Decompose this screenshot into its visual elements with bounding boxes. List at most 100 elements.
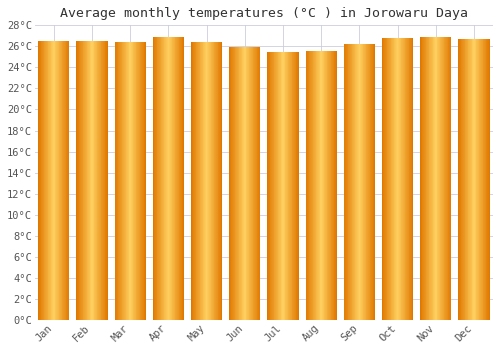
Bar bbox=[250, 47, 251, 320]
Bar bbox=[270, 51, 271, 320]
Bar bbox=[290, 51, 291, 320]
Bar bbox=[344, 44, 346, 320]
Bar bbox=[385, 38, 386, 320]
Bar bbox=[114, 42, 116, 320]
Bar bbox=[173, 37, 174, 320]
Bar bbox=[140, 42, 141, 320]
Bar bbox=[458, 39, 459, 320]
Bar bbox=[84, 41, 85, 320]
Bar bbox=[420, 37, 421, 320]
Bar bbox=[192, 42, 194, 320]
Bar bbox=[171, 37, 172, 320]
Bar bbox=[396, 38, 397, 320]
Bar bbox=[158, 37, 159, 320]
Bar bbox=[282, 51, 283, 320]
Bar bbox=[167, 37, 168, 320]
Bar bbox=[352, 44, 353, 320]
Bar bbox=[246, 47, 247, 320]
Bar bbox=[484, 39, 485, 320]
Bar bbox=[360, 44, 361, 320]
Bar bbox=[156, 37, 158, 320]
Bar bbox=[362, 44, 364, 320]
Bar bbox=[243, 47, 244, 320]
Bar bbox=[50, 41, 51, 320]
Bar bbox=[47, 41, 48, 320]
Bar bbox=[100, 41, 102, 320]
Bar bbox=[206, 42, 208, 320]
Bar bbox=[349, 44, 350, 320]
Bar bbox=[204, 42, 205, 320]
Bar bbox=[82, 41, 84, 320]
Bar bbox=[332, 50, 333, 320]
Bar bbox=[356, 44, 357, 320]
Bar bbox=[52, 41, 53, 320]
Bar bbox=[353, 44, 354, 320]
Bar bbox=[218, 42, 219, 320]
Bar bbox=[64, 41, 65, 320]
Bar bbox=[163, 37, 164, 320]
Bar bbox=[123, 42, 124, 320]
Bar bbox=[234, 47, 236, 320]
Bar bbox=[440, 37, 441, 320]
Bar bbox=[88, 41, 89, 320]
Bar bbox=[210, 42, 212, 320]
Bar bbox=[271, 51, 272, 320]
Bar bbox=[450, 37, 452, 320]
Bar bbox=[384, 38, 385, 320]
Bar bbox=[463, 39, 464, 320]
Bar bbox=[430, 37, 431, 320]
Bar bbox=[424, 37, 425, 320]
Bar bbox=[217, 42, 218, 320]
Bar bbox=[118, 42, 119, 320]
Bar bbox=[244, 47, 245, 320]
Bar bbox=[230, 47, 232, 320]
Bar bbox=[142, 42, 144, 320]
Bar bbox=[449, 37, 450, 320]
Bar bbox=[274, 51, 275, 320]
Bar bbox=[233, 47, 234, 320]
Bar bbox=[215, 42, 216, 320]
Bar bbox=[40, 41, 42, 320]
Bar bbox=[435, 37, 436, 320]
Bar bbox=[369, 44, 370, 320]
Bar bbox=[237, 47, 238, 320]
Bar bbox=[347, 44, 348, 320]
Bar bbox=[436, 37, 438, 320]
Bar bbox=[389, 38, 390, 320]
Bar bbox=[77, 41, 78, 320]
Bar bbox=[255, 47, 256, 320]
Bar bbox=[326, 50, 328, 320]
Bar bbox=[346, 44, 347, 320]
Bar bbox=[279, 51, 280, 320]
Bar bbox=[382, 38, 384, 320]
Bar bbox=[90, 41, 91, 320]
Bar bbox=[252, 47, 254, 320]
Bar bbox=[471, 39, 472, 320]
Bar bbox=[324, 50, 325, 320]
Bar bbox=[307, 50, 308, 320]
Bar bbox=[476, 39, 477, 320]
Bar bbox=[141, 42, 142, 320]
Bar bbox=[139, 42, 140, 320]
Bar bbox=[412, 38, 413, 320]
Bar bbox=[322, 50, 324, 320]
Bar bbox=[214, 42, 215, 320]
Bar bbox=[219, 42, 220, 320]
Bar bbox=[170, 37, 171, 320]
Bar bbox=[426, 37, 427, 320]
Bar bbox=[138, 42, 139, 320]
Bar bbox=[159, 37, 160, 320]
Bar bbox=[358, 44, 360, 320]
Bar bbox=[462, 39, 463, 320]
Bar bbox=[65, 41, 66, 320]
Bar bbox=[318, 50, 319, 320]
Bar bbox=[293, 51, 294, 320]
Bar bbox=[63, 41, 64, 320]
Bar bbox=[91, 41, 92, 320]
Bar bbox=[434, 37, 435, 320]
Bar bbox=[181, 37, 182, 320]
Bar bbox=[247, 47, 248, 320]
Bar bbox=[371, 44, 372, 320]
Bar bbox=[60, 41, 61, 320]
Bar bbox=[194, 42, 195, 320]
